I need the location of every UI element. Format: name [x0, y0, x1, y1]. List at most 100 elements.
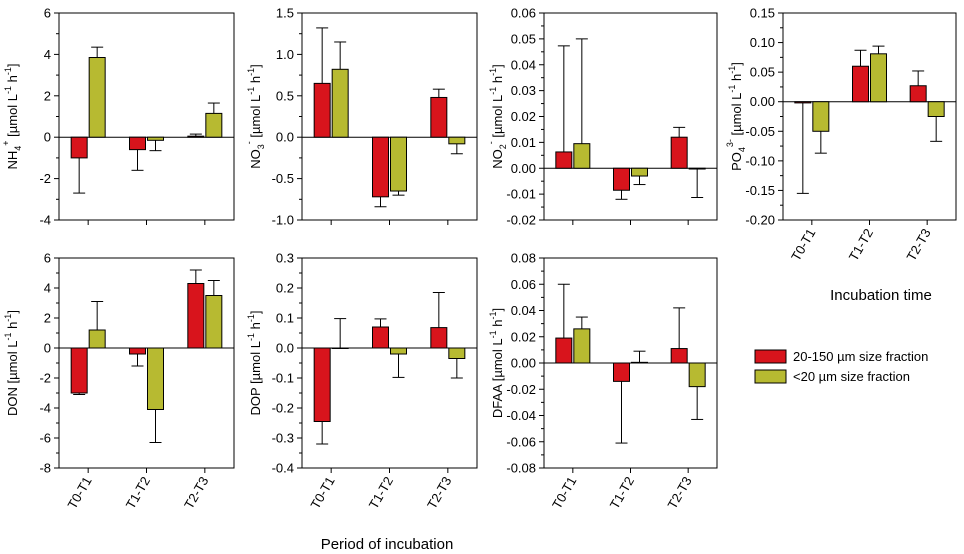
po4-y-tick-label: 0.10 [750, 35, 775, 50]
dfaa-bar-small-t0-t1 [573, 328, 591, 364]
po4-y-tick-label: -0.15 [745, 183, 775, 198]
no2-bar-small-t1-t2 [631, 167, 648, 177]
don-y-axis-label: DON [µmol L-1 h-1] [3, 310, 20, 416]
legend-swatch-series1 [754, 349, 787, 364]
legend-label-series1: 20-150 µm size fraction [793, 349, 928, 364]
nh4-bar-large-t1-t2 [129, 136, 146, 151]
no2-bar-large-t0-t1 [555, 151, 573, 169]
no2-plot-frame [543, 12, 718, 221]
no2-y-tick-label: 0.05 [511, 31, 536, 46]
dop-y-axis-label: DOP [µmol L-1 h-1] [246, 311, 263, 416]
don-y-tick-label: -6 [39, 431, 51, 446]
po4-y-axis-label: PO43- [µmol L-1 h-1] [725, 62, 747, 171]
nh4-y-tick-label: 4 [44, 47, 51, 62]
dfaa-bar-large-t2-t3 [670, 348, 688, 364]
po4-x-tick-label: T1-T2 [846, 226, 876, 264]
dop-bar-large-t1-t2 [372, 326, 389, 349]
don-y-tick-label: 4 [44, 281, 51, 296]
no2-bar-large-t2-t3 [670, 136, 688, 169]
dop-y-tick-label: -0.2 [272, 401, 294, 416]
dfaa-bar-large-t1-t2 [613, 362, 630, 382]
figure-x-axis-label: Period of incubation [321, 536, 454, 553]
legend-label-series2: <20 µm size fraction [793, 369, 910, 384]
charts-container: -4 -2 0 2 4 6 NH4+ [µmol L-1 h-1] -1.0 -0.5 0.0 0.… [1, 6, 957, 512]
no2-y-tick-label: 0.06 [511, 6, 536, 21]
don-y-tick-label: -8 [39, 461, 51, 476]
don-bar-large-t1-t2 [129, 347, 146, 355]
don-bar-large-t2-t3 [187, 283, 205, 349]
don-bar-small-t2-t3 [205, 295, 223, 349]
dop-bar-large-t0-t1 [313, 347, 331, 422]
dop-y-tick-label: 0.0 [276, 341, 294, 356]
dfaa-y-tick-label: -0.06 [506, 434, 536, 449]
dop-y-tick-label: -0.4 [272, 461, 294, 476]
panel-dop: -0.4 -0.3 -0.2 -0.1 0.0 0.1 0.2 0.3 T0-T1 T1-T2 T2… [246, 251, 478, 512]
po4-bar-large-t0-t1 [794, 101, 812, 104]
no2-y-tick-label: 0.04 [511, 57, 536, 72]
no3-bar-small-t0-t1 [331, 68, 349, 138]
po4-y-tick-label: -0.05 [745, 124, 775, 139]
no2-bar-small-t2-t3 [688, 167, 706, 170]
don-y-tick-label: -2 [39, 371, 51, 386]
don-x-tick-label: T0-T1 [64, 474, 94, 512]
dop-y-tick-label: -0.1 [272, 371, 294, 386]
dfaa-bar-small-t2-t3 [688, 362, 706, 388]
dfaa-bar-large-t0-t1 [555, 337, 573, 364]
no2-y-tick-label: 0.03 [511, 83, 536, 98]
no2-bar-small-t0-t1 [573, 143, 591, 169]
dfaa-y-tick-label: -0.08 [506, 461, 536, 476]
dfaa-x-tick-label: T0-T1 [549, 474, 579, 512]
dop-y-tick-label: 0.3 [276, 251, 294, 266]
po4-x-tick-label: T0-T1 [788, 226, 818, 264]
no2-y-tick-label: -0.02 [506, 213, 536, 228]
nh4-bar-large-t0-t1 [70, 136, 88, 159]
dop-x-tick-label: T0-T1 [307, 474, 337, 512]
don-bar-large-t0-t1 [70, 347, 88, 394]
dfaa-x-tick-label: T1-T2 [607, 474, 637, 512]
dfaa-bar-small-t1-t2 [631, 361, 648, 364]
no2-bar-large-t1-t2 [613, 167, 630, 191]
po4-y-tick-label: 0.05 [750, 65, 775, 80]
panel-no2: -0.02 -0.01 0.00 0.01 0.02 0.03 0.04 0.05 0.06 NO… [486, 6, 718, 228]
no3-bar-large-t0-t1 [313, 82, 331, 138]
no3-bar-large-t2-t3 [430, 96, 448, 138]
panel-don: -8 -6 -4 -2 0 2 4 6 T0-T1 T1-T2 T2-T3 DON [µmol L-1… [3, 251, 235, 512]
po4-y-tick-label: 0.15 [750, 6, 775, 21]
no3-y-tick-label: -1.0 [272, 213, 294, 228]
po4-bar-large-t1-t2 [852, 65, 869, 103]
no3-y-tick-label: 1.5 [276, 6, 294, 21]
panel-po4: -0.20 -0.15 -0.10 -0.05 0.00 0.05 0.10 0.15 T0-T… [725, 6, 957, 264]
po4-x-tick-label: T2-T3 [903, 226, 933, 264]
dop-bar-small-t2-t3 [448, 347, 466, 359]
don-y-tick-label: 2 [44, 311, 51, 326]
side-x-axis-label: Incubation time [830, 287, 932, 304]
nh4-bar-small-t2-t3 [205, 112, 223, 138]
don-x-tick-label: T2-T3 [181, 474, 211, 512]
panel-no3: -1.0 -0.5 0.0 0.5 1.0 1.5 NO3- [µmol L-1 h-1] [244, 6, 478, 228]
nh4-bar-small-t1-t2 [147, 136, 164, 141]
legend-swatch-series2 [754, 369, 787, 384]
no2-y-tick-label: 0.00 [511, 161, 536, 176]
no3-y-tick-label: 0.5 [276, 88, 294, 103]
dop-y-tick-label: 0.2 [276, 281, 294, 296]
po4-y-tick-label: -0.10 [745, 153, 775, 168]
dfaa-y-tick-label: 0.00 [511, 356, 536, 371]
nh4-y-tick-label: 6 [44, 6, 51, 21]
don-x-tick-label: T1-T2 [123, 474, 153, 512]
no2-y-tick-label: -0.01 [506, 187, 536, 202]
nh4-y-axis-label: NH4+ [µmol L-1 h-1] [1, 63, 23, 169]
dfaa-y-tick-label: 0.08 [511, 251, 536, 266]
dfaa-y-tick-label: 0.02 [511, 329, 536, 344]
nh4-y-tick-label: 0 [44, 130, 51, 145]
dfaa-y-tick-label: 0.04 [511, 303, 536, 318]
po4-bar-large-t2-t3 [909, 85, 927, 103]
dop-y-tick-label: -0.3 [272, 431, 294, 446]
nh4-y-tick-label: 2 [44, 88, 51, 103]
no2-y-tick-label: 0.02 [511, 109, 536, 124]
po4-y-tick-label: -0.20 [745, 213, 775, 228]
po4-bar-small-t1-t2 [870, 53, 887, 103]
nh4-y-tick-label: -2 [39, 171, 51, 186]
no3-y-tick-label: 1.0 [276, 47, 294, 62]
no2-y-tick-label: 0.01 [511, 135, 536, 150]
